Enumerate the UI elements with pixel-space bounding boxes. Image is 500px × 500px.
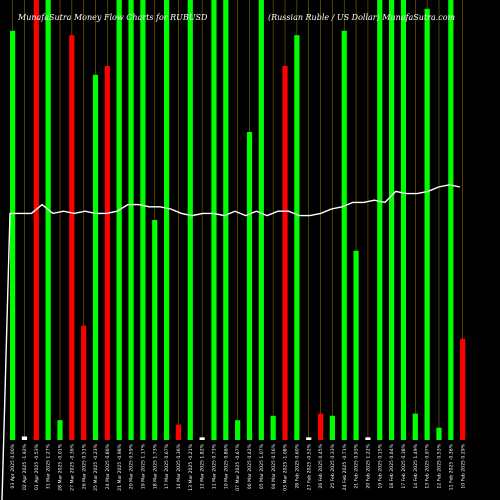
bar: [294, 35, 300, 440]
x-tick-label: 11 Mar 2025 0.73%: [212, 443, 218, 489]
x-tick-label: 02 Apr 2025 -1.92%: [22, 443, 28, 490]
x-tick-label: 13 Mar 2025 -0.21%: [188, 443, 194, 490]
x-tick-labels: 03 Apr 2025 0.00% 02 Apr 2025 -1.92% 01 Ap…: [10, 443, 466, 490]
bar: [282, 66, 288, 440]
bar: [377, 0, 383, 440]
x-tick-label: 12 Mar 2025 1.82%: [200, 443, 206, 489]
bar: [81, 325, 87, 440]
bar: [424, 8, 430, 441]
x-tick-label: 07 Mar 2025 -0.67%: [235, 443, 241, 490]
bar: [33, 0, 39, 440]
bar: [104, 66, 110, 440]
x-tick-label: 17 Feb 2025 0.38%: [401, 443, 407, 488]
x-tick-label: 28 Feb 2025 0.60%: [294, 443, 300, 488]
bar: [21, 436, 28, 440]
bar: [412, 413, 418, 440]
bar: [389, 0, 395, 440]
x-tick-label: 24 Feb 2025 -0.71%: [342, 443, 348, 490]
chart-title-left: MunafaSutra Money Flow Charts for RUBUSD: [17, 13, 208, 22]
x-tick-label: 03 Apr 2025 0.00%: [10, 443, 16, 488]
x-tick-label: 21 Mar 2025 -0.98%: [117, 443, 123, 490]
x-tick-label: 10 Feb 2025 0.29%: [460, 443, 466, 488]
bar: [175, 424, 182, 440]
x-tick-label: 25 Mar 2025 -0.23%: [93, 443, 99, 490]
bar: [306, 437, 312, 440]
x-tick-label: 31 Mar 2025 1.27%: [46, 443, 52, 489]
x-tick-label: 20 Mar 2025 0.59%: [129, 443, 135, 489]
bar: [152, 220, 158, 440]
bar: [116, 0, 122, 440]
bars: [10, 0, 466, 441]
x-tick-label: 18 Mar 2025 1.73%: [152, 443, 158, 489]
x-tick-label: 26 Mar 2025 0.51%: [81, 443, 87, 489]
bar: [341, 30, 347, 441]
x-tick-label: 19 Feb 2025 0.15%: [377, 443, 383, 488]
chart-title-right: (Russian Ruble / US Dollar) MunafaSutra.…: [268, 13, 456, 22]
bar: [436, 427, 442, 440]
x-tick-label: 20 Feb 2025 1.22%: [366, 443, 372, 488]
bar: [258, 0, 264, 440]
x-tick-label: 05 Mar 2025 1.07%: [259, 443, 265, 489]
bar: [460, 338, 466, 440]
bar: [163, 0, 170, 440]
bar: [353, 250, 359, 440]
x-tick-label: 25 Feb 2025 0.33%: [330, 443, 336, 488]
bar: [199, 437, 205, 440]
bar: [329, 415, 335, 440]
x-tick-label: 04 Mar 2025 0.56%: [271, 443, 277, 489]
bar: [211, 0, 217, 440]
x-tick-label: 12 Feb 2025 0.53%: [437, 443, 443, 488]
bar: [223, 0, 229, 440]
x-tick-label: 19 Mar 2025 1.17%: [140, 443, 146, 489]
x-tick-label: 18 Feb 2025 0.64%: [389, 443, 395, 488]
bar: [187, 0, 193, 440]
x-tick-label: 26 Feb 2025 0.45%: [318, 443, 324, 488]
x-tick-label: 13 Feb 2025 0.97%: [425, 443, 431, 488]
bar: [45, 0, 51, 440]
x-tick-label: 27 Feb 2025 -0.52%: [306, 443, 312, 490]
bar: [270, 415, 276, 440]
x-tick-label: 11 Feb 2025 -0.36%: [448, 443, 454, 490]
money-flow-line: [1, 184, 461, 500]
bar: [400, 0, 407, 440]
x-tick-label: 17 Mar 2025 0.67%: [164, 443, 170, 489]
x-tick-label: 24 Mar 2025 0.86%: [105, 443, 111, 489]
x-tick-label: 03 Mar 2025 -1.08%: [283, 443, 289, 490]
bar: [317, 413, 324, 440]
bar: [69, 35, 75, 440]
x-tick-label: 06 Mar 2025 0.42%: [247, 443, 253, 489]
bar: [448, 0, 454, 440]
x-tick-label: 27 Mar 2025 -0.36%: [69, 443, 75, 490]
bar: [365, 437, 371, 440]
bar: [246, 132, 253, 440]
x-tick-label: 28 Mar 2025 -0.01%: [58, 443, 64, 490]
x-tick-label: 10 Mar 2025 0.86%: [223, 443, 229, 489]
x-tick-label: 01 Apr 2025 -0.53%: [34, 443, 40, 490]
x-tick-label: 14 Feb 2025 1.49%: [413, 443, 419, 488]
bar: [10, 30, 16, 441]
bar: [92, 74, 99, 441]
x-tick-label: 14 Mar 2025 0.36%: [176, 443, 182, 489]
bar: [140, 0, 146, 440]
bar: [128, 0, 134, 440]
x-tick-label: 21 Feb 2025 0.93%: [354, 443, 360, 488]
bar: [235, 420, 241, 440]
bar: [57, 420, 63, 440]
